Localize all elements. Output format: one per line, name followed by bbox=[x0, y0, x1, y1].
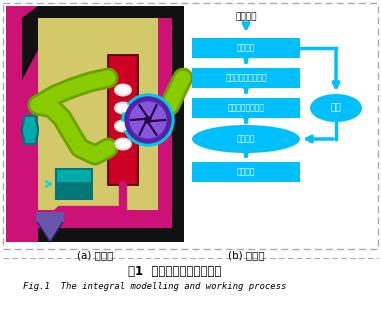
Ellipse shape bbox=[310, 94, 362, 122]
Ellipse shape bbox=[114, 83, 132, 96]
FancyBboxPatch shape bbox=[192, 38, 300, 58]
Text: 油杯: 油杯 bbox=[331, 104, 341, 112]
Ellipse shape bbox=[114, 101, 132, 115]
Text: 油烟冷凝吸附回收: 油烟冷凝吸附回收 bbox=[227, 104, 264, 112]
FancyBboxPatch shape bbox=[22, 18, 170, 228]
FancyBboxPatch shape bbox=[25, 117, 35, 143]
FancyBboxPatch shape bbox=[6, 6, 38, 242]
Ellipse shape bbox=[116, 121, 130, 130]
Text: (a) 建模图: (a) 建模图 bbox=[77, 250, 113, 260]
Ellipse shape bbox=[114, 138, 132, 150]
Circle shape bbox=[130, 102, 166, 138]
Ellipse shape bbox=[116, 104, 130, 112]
Text: Fig.1  The integral modelling and working process: Fig.1 The integral modelling and working… bbox=[23, 282, 287, 291]
Ellipse shape bbox=[21, 115, 39, 145]
FancyBboxPatch shape bbox=[23, 115, 37, 145]
Circle shape bbox=[125, 97, 171, 143]
FancyBboxPatch shape bbox=[55, 168, 93, 200]
Ellipse shape bbox=[192, 125, 300, 153]
FancyBboxPatch shape bbox=[192, 162, 300, 182]
Ellipse shape bbox=[23, 118, 37, 142]
Text: 电离净化: 电离净化 bbox=[237, 134, 255, 143]
Text: 初次过滤: 初次过滤 bbox=[237, 44, 255, 53]
Polygon shape bbox=[22, 6, 38, 80]
Polygon shape bbox=[36, 220, 64, 242]
Text: 图1  整体建模与工作流程图: 图1 整体建模与工作流程图 bbox=[128, 265, 222, 278]
FancyBboxPatch shape bbox=[36, 212, 64, 222]
Ellipse shape bbox=[116, 139, 130, 149]
Text: 洁净空气: 洁净空气 bbox=[237, 167, 255, 176]
FancyBboxPatch shape bbox=[57, 170, 91, 182]
Text: (b) 流程图: (b) 流程图 bbox=[228, 250, 264, 260]
Ellipse shape bbox=[114, 120, 132, 133]
FancyBboxPatch shape bbox=[108, 55, 138, 185]
FancyBboxPatch shape bbox=[6, 6, 184, 242]
Ellipse shape bbox=[116, 86, 130, 95]
Text: 油烟废气: 油烟废气 bbox=[235, 12, 257, 21]
FancyBboxPatch shape bbox=[192, 68, 300, 88]
FancyBboxPatch shape bbox=[158, 18, 172, 228]
FancyBboxPatch shape bbox=[22, 210, 170, 228]
Text: 空气倍增油烟抽吸器: 空气倍增油烟抽吸器 bbox=[225, 74, 267, 83]
FancyBboxPatch shape bbox=[192, 98, 300, 118]
Circle shape bbox=[122, 94, 174, 146]
